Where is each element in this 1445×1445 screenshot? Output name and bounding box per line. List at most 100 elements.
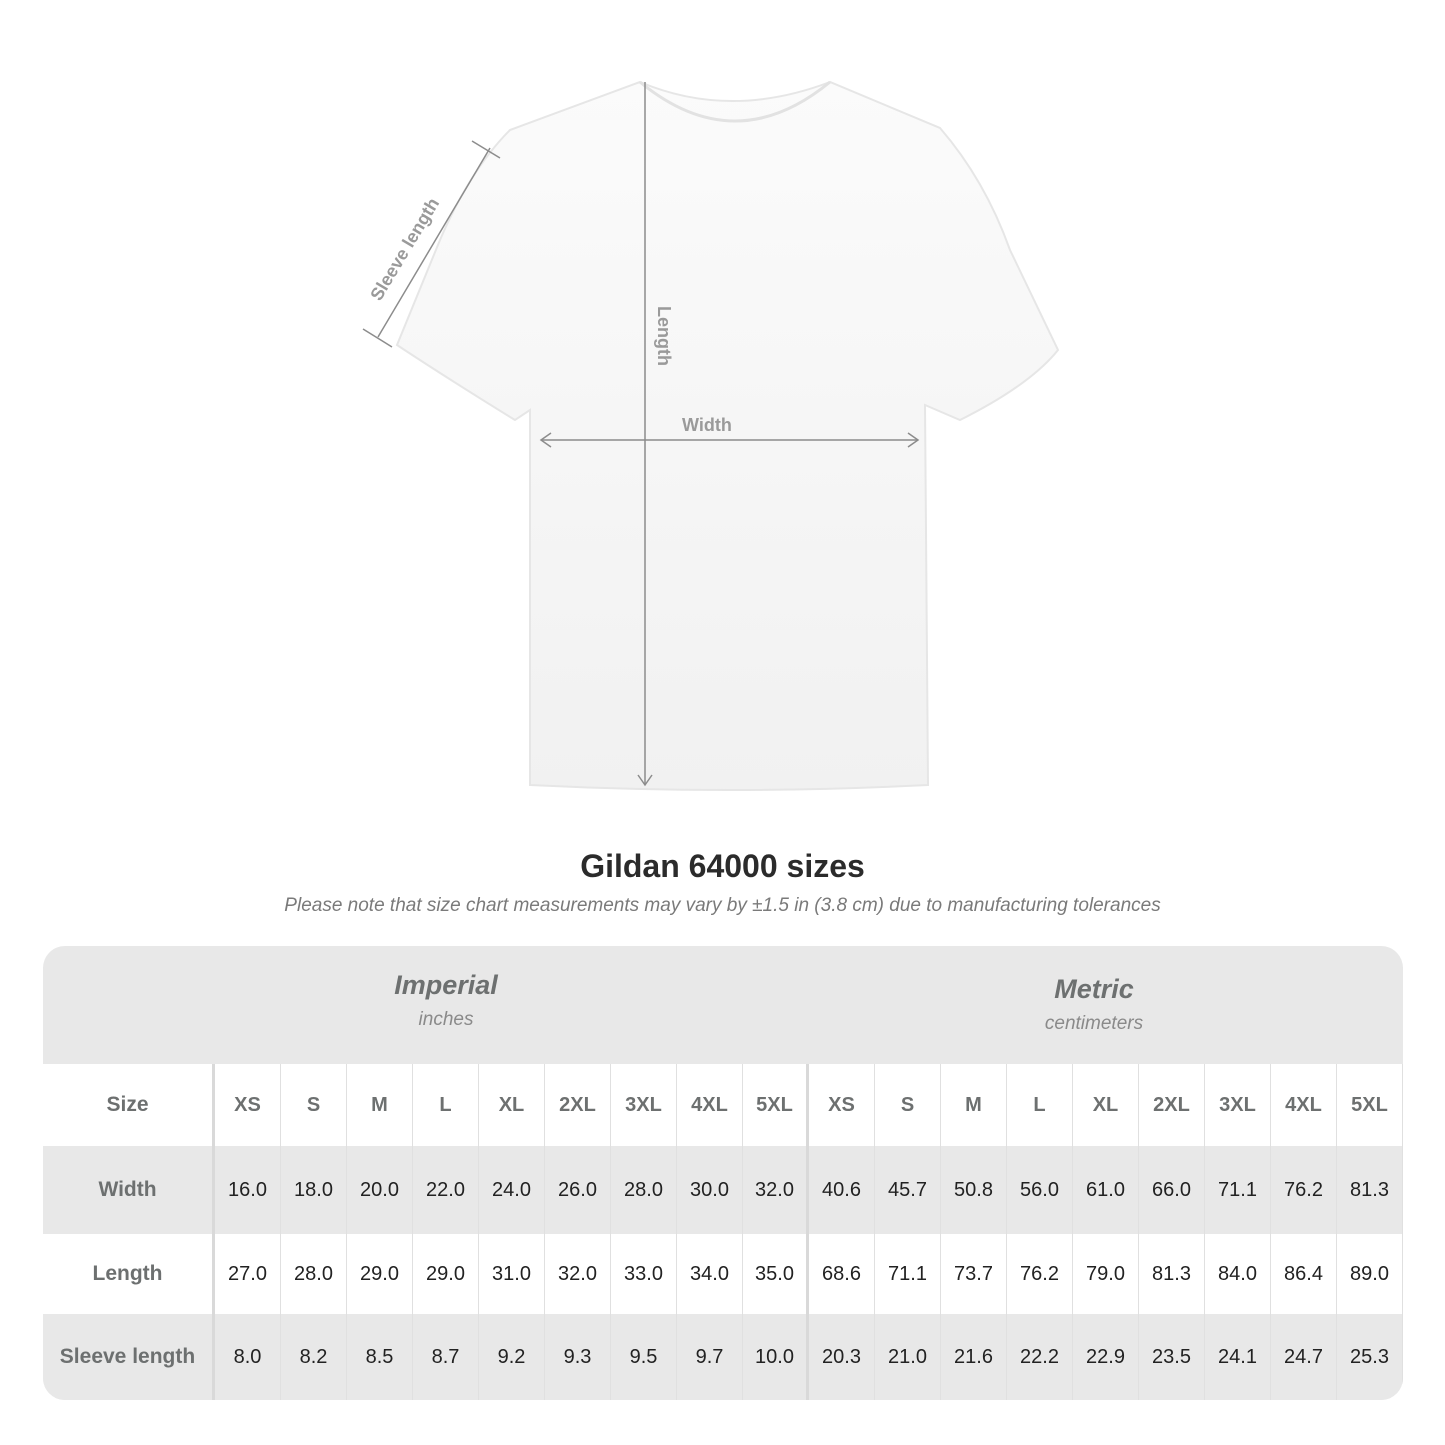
- measurement-cell: 20.3: [809, 1314, 875, 1400]
- measurement-cell: 22.0: [413, 1146, 479, 1234]
- collar: [639, 80, 831, 123]
- measurement-cell: 76.2: [1007, 1234, 1073, 1314]
- measurement-cell: 8.7: [413, 1314, 479, 1400]
- measurement-cell: 9.2: [479, 1314, 545, 1400]
- measurement-cell: 9.3: [545, 1314, 611, 1400]
- size-header-cell: XL: [1073, 1064, 1139, 1146]
- measurement-cell: 26.0: [545, 1146, 611, 1234]
- sleeve-tick-top: [471, 140, 501, 159]
- size-header-cell: 5XL: [1337, 1064, 1403, 1146]
- size-header-cell: XS: [809, 1064, 875, 1146]
- row-label: Sleeve length: [43, 1314, 215, 1400]
- measurement-cell: 29.0: [347, 1234, 413, 1314]
- page-title: Gildan 64000 sizes: [580, 848, 865, 884]
- measurement-cell: 9.5: [611, 1314, 677, 1400]
- width-label: Width: [682, 415, 732, 435]
- measurement-cell: 79.0: [1073, 1234, 1139, 1314]
- measurement-cell: 31.0: [479, 1234, 545, 1314]
- measurement-cell: 68.6: [809, 1234, 875, 1314]
- tshirt-diagram: Sleeve length Length Width: [362, 80, 1060, 791]
- size-header-cell: 2XL: [1139, 1064, 1205, 1146]
- measurement-cell: 24.1: [1205, 1314, 1271, 1400]
- row-label: Width: [43, 1146, 215, 1234]
- size-header-cell: XS: [215, 1064, 281, 1146]
- tolerance-note: Please note that size chart measurements…: [284, 895, 1161, 916]
- imperial-title: Imperial: [394, 970, 498, 1000]
- size-header-cell: M: [347, 1064, 413, 1146]
- measurement-cell: 45.7: [875, 1146, 941, 1234]
- size-header-cell: XL: [479, 1064, 545, 1146]
- metric-header: Metric centimeters: [797, 974, 1391, 1035]
- measurement-cell: 24.0: [479, 1146, 545, 1234]
- size-header-cell: S: [281, 1064, 347, 1146]
- measurement-cell: 21.0: [875, 1314, 941, 1400]
- measurement-cell: 27.0: [215, 1234, 281, 1314]
- measurement-cell: 76.2: [1271, 1146, 1337, 1234]
- measurement-cell: 28.0: [281, 1234, 347, 1314]
- measurement-cell: 22.9: [1073, 1314, 1139, 1400]
- measurement-cell: 16.0: [215, 1146, 281, 1234]
- tshirt-shape: [395, 80, 1060, 791]
- measurement-cell: 71.1: [875, 1234, 941, 1314]
- size-header-cell: L: [1007, 1064, 1073, 1146]
- measurement-cell: 9.7: [677, 1314, 743, 1400]
- size-table: Imperial inches Metric centimeters Size X…: [43, 946, 1403, 1400]
- measurement-cell: 35.0: [743, 1234, 809, 1314]
- measurement-cell: 73.7: [941, 1234, 1007, 1314]
- measurement-cell: 23.5: [1139, 1314, 1205, 1400]
- measurement-cell: 81.3: [1139, 1234, 1205, 1314]
- imperial-header: Imperial inches: [149, 970, 743, 1031]
- size-header-cell: L: [413, 1064, 479, 1146]
- measurement-cell: 40.6: [809, 1146, 875, 1234]
- measurement-cell: 50.8: [941, 1146, 1007, 1234]
- measurement-cell: 81.3: [1337, 1146, 1403, 1234]
- measurement-cell: 24.7: [1271, 1314, 1337, 1400]
- measurement-cell: 33.0: [611, 1234, 677, 1314]
- size-header-cell: 4XL: [677, 1064, 743, 1146]
- sleeve-line: [377, 147, 491, 338]
- size-header-row: Size XS S M L XL 2XL 3XL 4XL 5XL XS S M L XL 2XL 3XL 4XL 5…: [43, 1064, 1403, 1146]
- measurement-cell: 56.0: [1007, 1146, 1073, 1234]
- measurement-cell: 61.0: [1073, 1146, 1139, 1234]
- measurement-cell: 66.0: [1139, 1146, 1205, 1234]
- measurement-cell: 28.0: [611, 1146, 677, 1234]
- measurement-cell: 18.0: [281, 1146, 347, 1234]
- measurement-cell: 34.0: [677, 1234, 743, 1314]
- imperial-unit: inches: [418, 1009, 474, 1030]
- measurement-cell: 86.4: [1271, 1234, 1337, 1314]
- measurement-cell: 25.3: [1337, 1314, 1403, 1400]
- measurement-cell: 8.5: [347, 1314, 413, 1400]
- measurement-cell: 10.0: [743, 1314, 809, 1400]
- width-arrow-left: [539, 432, 552, 448]
- table-row: Width 16.0 18.0 20.0 22.0 24.0 26.0 28.0 30.0 32.…: [43, 1146, 1403, 1234]
- table-row: Length 27.0 28.0 29.0 29.0 31.0 32.0 33.0 34.0 35…: [43, 1234, 1403, 1314]
- size-header-cell: S: [875, 1064, 941, 1146]
- length-label: Length: [654, 306, 674, 366]
- measurement-cell: 84.0: [1205, 1234, 1271, 1314]
- measurement-cell: 89.0: [1337, 1234, 1403, 1314]
- length-arrow-bottom: [637, 774, 653, 787]
- measurement-cell: 21.6: [941, 1314, 1007, 1400]
- measurement-cell: 20.0: [347, 1146, 413, 1234]
- measurement-cell: 29.0: [413, 1234, 479, 1314]
- size-header-cell: 5XL: [743, 1064, 809, 1146]
- size-header-cell: 3XL: [611, 1064, 677, 1146]
- measurement-cell: 32.0: [545, 1234, 611, 1314]
- row-label: Size: [43, 1064, 215, 1146]
- row-label: Length: [43, 1234, 215, 1314]
- width-arrow-right: [907, 432, 920, 448]
- measurement-cell: 22.2: [1007, 1314, 1073, 1400]
- measurement-cell: 71.1: [1205, 1146, 1271, 1234]
- table-row: Sleeve length 8.0 8.2 8.5 8.7 9.2 9.3 9.5 9.7 10.…: [43, 1314, 1403, 1400]
- size-header-cell: 3XL: [1205, 1064, 1271, 1146]
- size-header-cell: 2XL: [545, 1064, 611, 1146]
- measurement-cell: 8.2: [281, 1314, 347, 1400]
- size-header-cell: M: [941, 1064, 1007, 1146]
- size-header-cell: 4XL: [1271, 1064, 1337, 1146]
- measurement-cell: 30.0: [677, 1146, 743, 1234]
- sleeve-tick-bottom: [362, 328, 393, 348]
- measurement-cell: 32.0: [743, 1146, 809, 1234]
- measurement-cell: 8.0: [215, 1314, 281, 1400]
- metric-unit: centimeters: [1044, 1013, 1144, 1034]
- metric-title: Metric: [1054, 974, 1134, 1004]
